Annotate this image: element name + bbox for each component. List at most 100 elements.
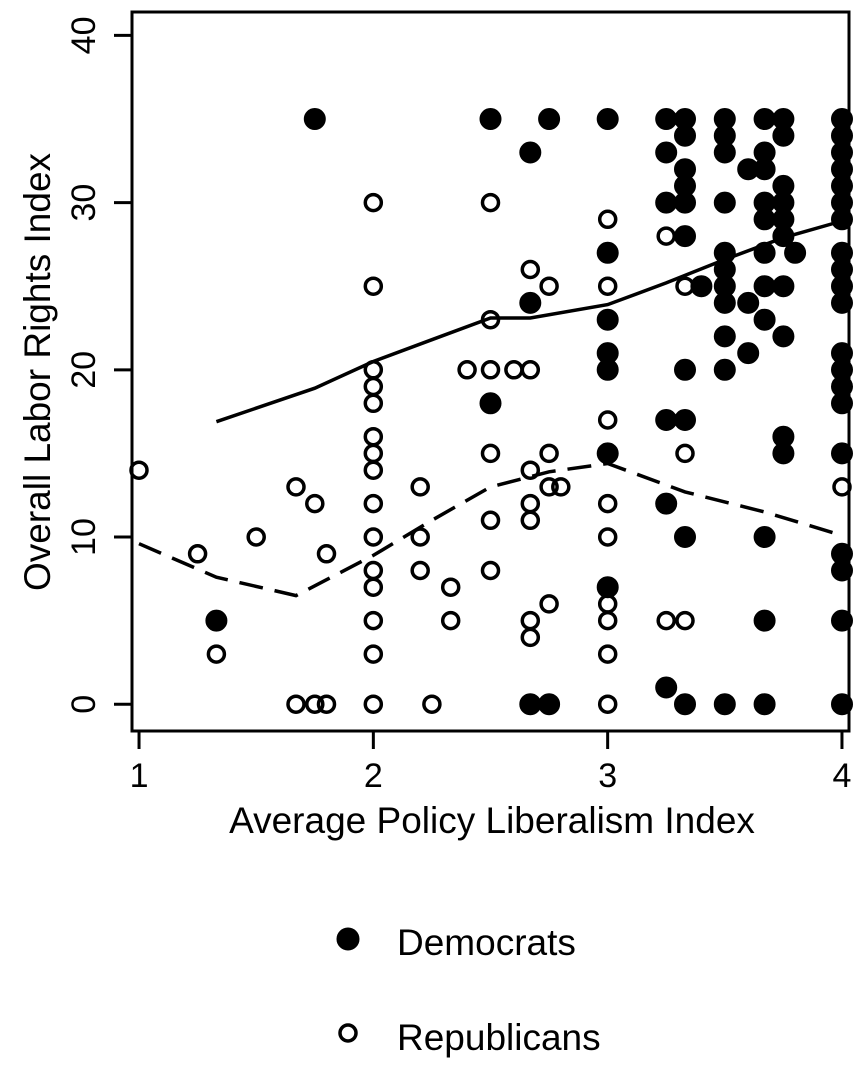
data-point-republicans [363,192,384,213]
data-point-republicans [520,360,541,380]
data-point-democrats [772,275,795,298]
data-point-republicans [286,694,306,714]
y-tick-label: 30 [65,184,103,222]
data-point-democrats [713,693,736,716]
data-point-republicans [520,460,541,480]
data-point-republicans [410,560,430,581]
legend: Democrats Republicans [336,922,601,1058]
data-point-republicans [597,493,618,514]
data-point-democrats [713,325,736,348]
x-axis: 1 2 3 4 [130,731,851,795]
data-point-republicans [363,610,384,631]
legend-marker-democrats [336,927,360,951]
smoother-line-democrats [215,219,843,424]
data-point-republicans [539,443,559,464]
data-point-republicans [286,477,306,497]
data-point-republicans [480,192,501,213]
data-point-democrats [674,225,696,248]
data-point-republicans [363,644,384,664]
data-point-republicans [539,477,559,497]
data-point-democrats [737,291,760,314]
data-point-democrats [772,325,795,348]
y-tick-label: 0 [65,695,103,714]
data-point-republicans [675,443,695,464]
data-point-republicans [457,360,477,380]
data-point-republicans [129,460,149,480]
data-point-republicans [363,376,384,397]
data-point-republicans [363,460,384,480]
data-point-republicans [316,544,337,564]
data-point-republicans [316,694,337,714]
data-point-republicans [187,544,208,564]
data-point-democrats [519,693,542,716]
data-point-republicans [422,694,442,714]
data-point-democrats [596,358,619,381]
data-point-democrats [713,191,736,214]
data-point-democrats [655,108,678,130]
data-point-democrats [674,526,696,548]
data-point-republicans [539,276,559,296]
data-point-democrats [519,141,542,164]
data-point-republicans [363,393,384,414]
data-point-republicans [363,276,384,296]
data-point-republicans [597,276,618,296]
data-point-democrats [674,409,696,431]
data-point-democrats [596,108,619,130]
data-point-democrats [831,392,853,415]
data-point-republicans [440,610,461,631]
data-point-republicans [480,510,501,531]
legend-marker-republicans [338,1023,358,1043]
data-point-republicans [597,527,618,547]
data-point-republicans [551,477,571,497]
data-point-democrats [753,308,776,331]
data-point-democrats [674,191,696,214]
x-axis-title: Average Policy Liberalism Index [229,800,755,841]
data-point-democrats [772,225,795,248]
data-point-republicans [363,577,384,597]
data-point-democrats [538,108,561,130]
data-point-democrats [753,241,776,264]
data-point-republicans [656,226,676,246]
y-tick-label: 40 [65,16,103,54]
x-tick-label: 3 [598,757,617,795]
data-point-democrats [538,693,561,716]
y-axis: 0 10 20 30 40 [65,16,132,714]
data-point-democrats [519,291,542,314]
data-point-democrats [784,241,807,264]
data-point-republicans [410,477,430,497]
data-point-democrats [655,676,678,699]
data-point-republicans [480,443,501,464]
legend-label-democrats: Democrats [397,922,576,963]
data-point-democrats [655,191,678,214]
data-point-republicans [656,610,676,631]
data-point-democrats [753,158,776,181]
data-point-republicans [520,259,541,280]
data-point-republicans [305,694,325,714]
data-point-republicans [597,209,618,230]
data-point-democrats [753,609,776,632]
data-point-republicans [539,594,559,614]
y-tick-label: 20 [65,351,103,389]
data-point-democrats [772,124,795,147]
x-tick-label: 2 [364,757,383,795]
data-point-democrats [655,492,678,515]
data-point-democrats [205,609,228,632]
data-point-republicans [363,493,384,514]
data-point-democrats [753,208,776,231]
data-point-republicans [480,560,501,581]
data-point-democrats [655,141,678,164]
data-point-democrats [479,392,502,415]
data-point-democrats [674,693,696,716]
data-point-republicans [363,443,384,464]
x-tick-label: 1 [130,757,149,795]
data-point-democrats [772,442,795,465]
data-point-republicans [504,360,524,380]
data-point-democrats [753,275,776,298]
data-point-democrats [674,124,696,147]
data-point-republicans [520,610,541,631]
data-point-democrats [737,342,760,365]
data-point-republicans [597,309,618,330]
data-point-democrats [713,291,736,314]
data-point-democrats [831,291,853,314]
data-point-democrats [753,108,776,130]
